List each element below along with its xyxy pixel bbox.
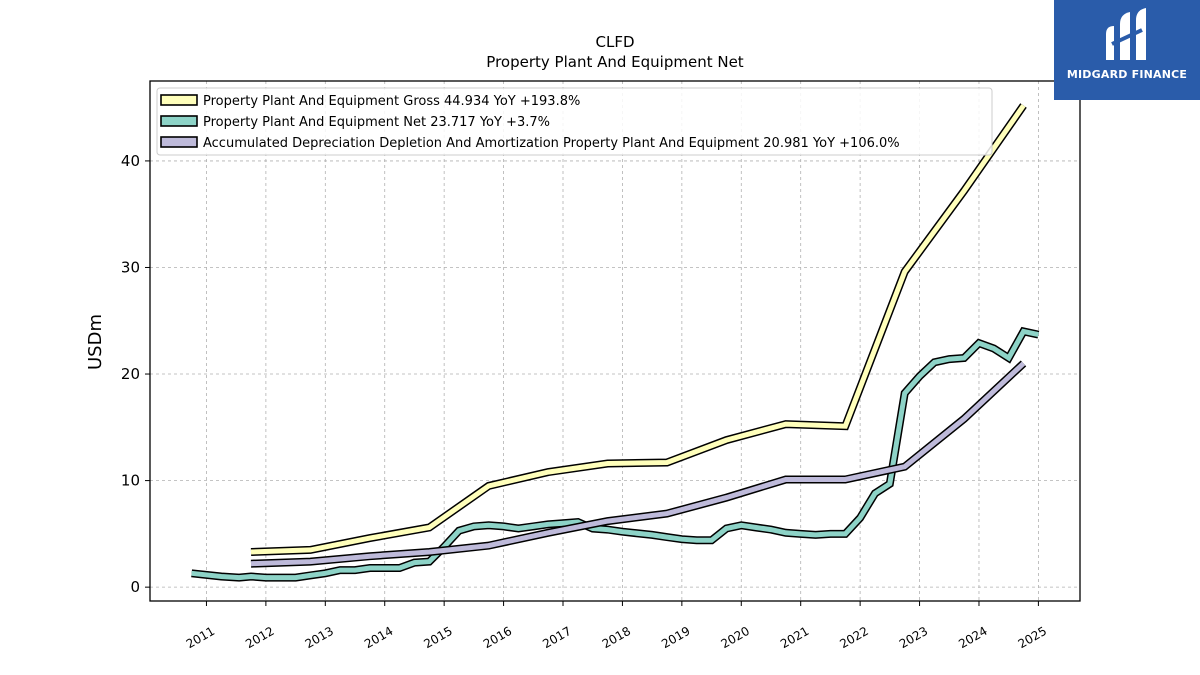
x-tick-label: 2022: [837, 624, 870, 651]
y-tick-label: 0: [130, 578, 140, 596]
x-tick-label: 2015: [421, 624, 454, 651]
x-tick-label: 2016: [481, 624, 514, 651]
series-lines: [191, 103, 1040, 582]
y-tick-label: 30: [121, 258, 140, 276]
series-line-outline: [191, 326, 1040, 582]
x-ticks: 2011 2012 2013 2014 2015 2016 2017 2018 2019 2020…: [184, 601, 1049, 651]
series-line: [250, 361, 1026, 567]
x-tick-label: 2021: [778, 624, 811, 651]
brand-logo: MIDGARD FINANCE: [1054, 0, 1200, 100]
logo-icon: [1106, 8, 1146, 60]
y-tick-label: 20: [121, 365, 140, 383]
chart-title: CLFD: [595, 33, 634, 51]
logo-text: MIDGARD FINANCE: [1066, 68, 1188, 81]
x-tick-label: 2018: [600, 624, 633, 651]
grid: [150, 81, 1080, 601]
x-tick-label: 2023: [897, 624, 930, 651]
legend-entry-label: Property Plant And Equipment Net 23.717 …: [203, 115, 550, 130]
series-3: [250, 360, 1027, 568]
plot-frame: [149, 80, 1081, 602]
x-tick-label: 2020: [719, 624, 752, 651]
series-line: [250, 104, 1026, 555]
x-tick-label: 2011: [184, 624, 217, 651]
legend-box: [156, 87, 993, 156]
x-tick-label: 2013: [303, 624, 336, 651]
series-line: [191, 328, 1039, 581]
legend-swatch: [160, 94, 198, 106]
y-axis-label: USDm: [85, 314, 106, 370]
x-tick-label: 2014: [362, 624, 395, 651]
legend-entry-label: Property Plant And Equipment Gross 44.93…: [203, 94, 580, 109]
legend-entry-label: Accumulated Depreciation Depletion And A…: [203, 136, 900, 151]
x-tick-label: 2024: [956, 624, 989, 651]
x-tick-label: 2017: [540, 624, 573, 651]
x-tick-label: 2025: [1016, 624, 1049, 651]
y-tick-label: 10: [121, 472, 140, 490]
legend-swatch: [160, 115, 198, 127]
x-tick-label: 2019: [659, 624, 692, 651]
legend-swatch: [160, 136, 198, 148]
series-2: [191, 326, 1040, 582]
series-line-outline: [250, 103, 1027, 556]
chart-subtitle: Property Plant And Equipment Net: [486, 53, 743, 71]
y-ticks: 0 10 20 30 40: [121, 152, 150, 596]
x-tick-label: 2012: [243, 624, 276, 651]
series-1: [250, 103, 1027, 556]
y-tick-label: 40: [121, 152, 140, 170]
legend: Property Plant And Equipment Gross 44.93…: [156, 87, 993, 156]
